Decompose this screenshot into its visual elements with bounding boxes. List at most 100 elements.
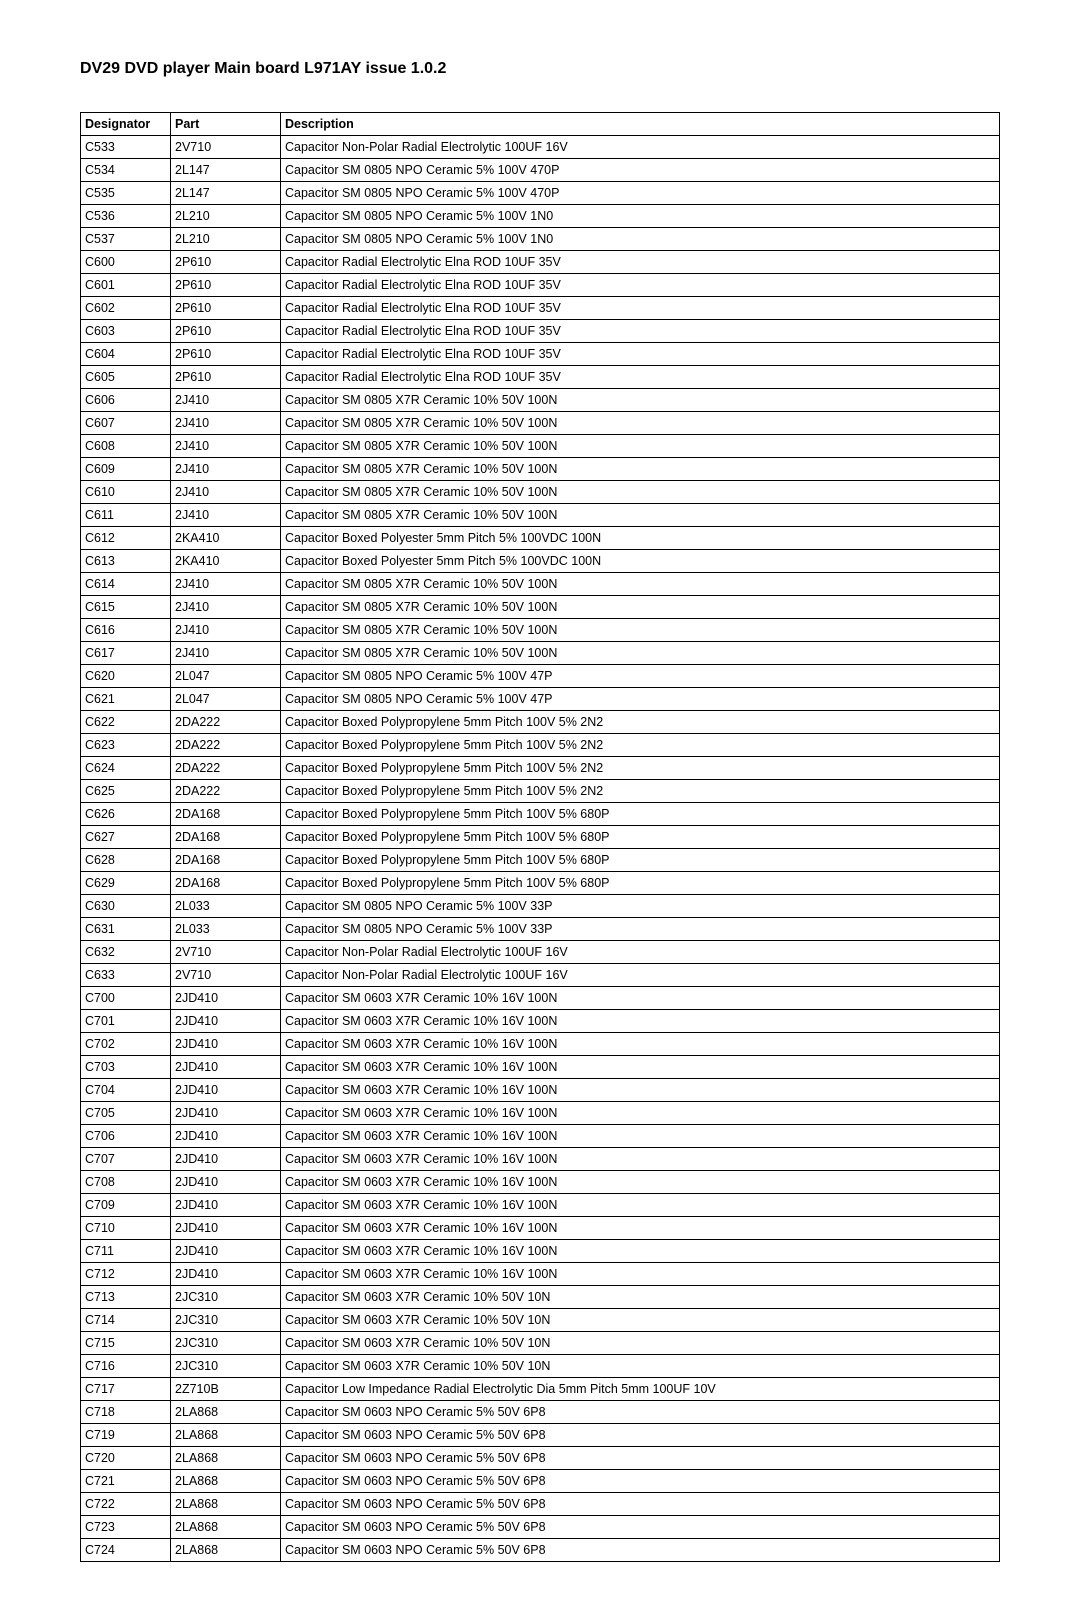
cell-description: Capacitor Radial Electrolytic Elna ROD 1…	[281, 366, 1000, 389]
table-row: C7222LA868Capacitor SM 0603 NPO Ceramic …	[81, 1493, 1000, 1516]
cell-designator: C710	[81, 1217, 171, 1240]
cell-part: 2P610	[171, 366, 281, 389]
cell-description: Capacitor SM 0805 NPO Ceramic 5% 100V 1N…	[281, 228, 1000, 251]
table-row: C6122KA410Capacitor Boxed Polyester 5mm …	[81, 527, 1000, 550]
table-row: C7232LA868Capacitor SM 0603 NPO Ceramic …	[81, 1516, 1000, 1539]
cell-description: Capacitor SM 0603 X7R Ceramic 10% 50V 10…	[281, 1286, 1000, 1309]
cell-designator: C705	[81, 1102, 171, 1125]
cell-designator: C626	[81, 803, 171, 826]
table-row: C6142J410Capacitor SM 0805 X7R Ceramic 1…	[81, 573, 1000, 596]
table-row: C6332V710Capacitor Non-Polar Radial Elec…	[81, 964, 1000, 987]
cell-part: 2L047	[171, 688, 281, 711]
cell-description: Capacitor SM 0805 X7R Ceramic 10% 50V 10…	[281, 481, 1000, 504]
cell-description: Capacitor SM 0805 X7R Ceramic 10% 50V 10…	[281, 458, 1000, 481]
cell-designator: C624	[81, 757, 171, 780]
cell-designator: C719	[81, 1424, 171, 1447]
cell-part: 2L033	[171, 918, 281, 941]
cell-part: 2JD410	[171, 1033, 281, 1056]
table-row: C5332V710Capacitor Non-Polar Radial Elec…	[81, 136, 1000, 159]
cell-part: 2JD410	[171, 987, 281, 1010]
cell-designator: C620	[81, 665, 171, 688]
cell-part: 2JD410	[171, 1240, 281, 1263]
cell-description: Capacitor SM 0805 NPO Ceramic 5% 100V 47…	[281, 182, 1000, 205]
cell-description: Capacitor SM 0603 NPO Ceramic 5% 50V 6P8	[281, 1539, 1000, 1562]
table-row: C7072JD410Capacitor SM 0603 X7R Ceramic …	[81, 1148, 1000, 1171]
cell-designator: C621	[81, 688, 171, 711]
cell-description: Capacitor SM 0603 X7R Ceramic 10% 16V 10…	[281, 1263, 1000, 1286]
cell-designator: C614	[81, 573, 171, 596]
cell-designator: C724	[81, 1539, 171, 1562]
cell-part: 2JC310	[171, 1355, 281, 1378]
cell-part: 2P610	[171, 320, 281, 343]
cell-description: Capacitor Non-Polar Radial Electrolytic …	[281, 964, 1000, 987]
cell-description: Capacitor SM 0603 X7R Ceramic 10% 16V 10…	[281, 1102, 1000, 1125]
cell-description: Capacitor Non-Polar Radial Electrolytic …	[281, 941, 1000, 964]
cell-description: Capacitor SM 0603 NPO Ceramic 5% 50V 6P8	[281, 1516, 1000, 1539]
table-row: C6232DA222Capacitor Boxed Polypropylene …	[81, 734, 1000, 757]
cell-part: 2JD410	[171, 1171, 281, 1194]
cell-designator: C706	[81, 1125, 171, 1148]
cell-part: 2DA222	[171, 711, 281, 734]
cell-part: 2JD410	[171, 1194, 281, 1217]
cell-part: 2L047	[171, 665, 281, 688]
cell-part: 2L147	[171, 182, 281, 205]
table-row: C6072J410Capacitor SM 0805 X7R Ceramic 1…	[81, 412, 1000, 435]
table-row: C6062J410Capacitor SM 0805 X7R Ceramic 1…	[81, 389, 1000, 412]
cell-part: 2J410	[171, 504, 281, 527]
cell-part: 2P610	[171, 251, 281, 274]
cell-description: Capacitor SM 0603 X7R Ceramic 10% 16V 10…	[281, 1056, 1000, 1079]
table-row: C7182LA868Capacitor SM 0603 NPO Ceramic …	[81, 1401, 1000, 1424]
cell-part: 2JD410	[171, 1079, 281, 1102]
cell-part: 2JD410	[171, 1148, 281, 1171]
cell-designator: C608	[81, 435, 171, 458]
cell-designator: C712	[81, 1263, 171, 1286]
cell-designator: C711	[81, 1240, 171, 1263]
col-header-description: Description	[281, 113, 1000, 136]
cell-designator: C600	[81, 251, 171, 274]
table-row: C6272DA168Capacitor Boxed Polypropylene …	[81, 826, 1000, 849]
table-row: C5372L210Capacitor SM 0805 NPO Ceramic 5…	[81, 228, 1000, 251]
cell-part: 2V710	[171, 136, 281, 159]
cell-description: Capacitor SM 0805 X7R Ceramic 10% 50V 10…	[281, 596, 1000, 619]
cell-description: Capacitor SM 0805 X7R Ceramic 10% 50V 10…	[281, 504, 1000, 527]
cell-part: 2J410	[171, 412, 281, 435]
col-header-designator: Designator	[81, 113, 171, 136]
table-row: C7032JD410Capacitor SM 0603 X7R Ceramic …	[81, 1056, 1000, 1079]
cell-description: Capacitor SM 0603 X7R Ceramic 10% 50V 10…	[281, 1332, 1000, 1355]
cell-part: 2J410	[171, 596, 281, 619]
cell-part: 2DA222	[171, 757, 281, 780]
cell-description: Capacitor Boxed Polypropylene 5mm Pitch …	[281, 872, 1000, 895]
table-row: C6092J410Capacitor SM 0805 X7R Ceramic 1…	[81, 458, 1000, 481]
cell-description: Capacitor Boxed Polyester 5mm Pitch 5% 1…	[281, 550, 1000, 573]
cell-description: Capacitor Non-Polar Radial Electrolytic …	[281, 136, 1000, 159]
cell-description: Capacitor SM 0603 NPO Ceramic 5% 50V 6P8	[281, 1470, 1000, 1493]
bom-table: Designator Part Description C5332V710Cap…	[80, 112, 1000, 1562]
cell-designator: C609	[81, 458, 171, 481]
cell-part: 2P610	[171, 274, 281, 297]
table-row: C6252DA222Capacitor Boxed Polypropylene …	[81, 780, 1000, 803]
table-row: C7042JD410Capacitor SM 0603 X7R Ceramic …	[81, 1079, 1000, 1102]
col-header-part: Part	[171, 113, 281, 136]
cell-part: 2V710	[171, 941, 281, 964]
cell-description: Capacitor SM 0603 NPO Ceramic 5% 50V 6P8	[281, 1424, 1000, 1447]
table-row: C5362L210Capacitor SM 0805 NPO Ceramic 5…	[81, 205, 1000, 228]
cell-designator: C631	[81, 918, 171, 941]
cell-part: 2LA868	[171, 1447, 281, 1470]
cell-designator: C625	[81, 780, 171, 803]
cell-description: Capacitor SM 0603 X7R Ceramic 10% 50V 10…	[281, 1309, 1000, 1332]
cell-designator: C602	[81, 297, 171, 320]
cell-part: 2P610	[171, 343, 281, 366]
cell-description: Capacitor SM 0805 X7R Ceramic 10% 50V 10…	[281, 389, 1000, 412]
cell-description: Capacitor Boxed Polypropylene 5mm Pitch …	[281, 757, 1000, 780]
cell-part: 2DA168	[171, 872, 281, 895]
cell-designator: C533	[81, 136, 171, 159]
table-row: C6202L047Capacitor SM 0805 NPO Ceramic 5…	[81, 665, 1000, 688]
cell-description: Capacitor SM 0805 NPO Ceramic 5% 100V 47…	[281, 665, 1000, 688]
table-row: C7192LA868Capacitor SM 0603 NPO Ceramic …	[81, 1424, 1000, 1447]
table-row: C7022JD410Capacitor SM 0603 X7R Ceramic …	[81, 1033, 1000, 1056]
table-row: C7062JD410Capacitor SM 0603 X7R Ceramic …	[81, 1125, 1000, 1148]
table-row: C7122JD410Capacitor SM 0603 X7R Ceramic …	[81, 1263, 1000, 1286]
cell-designator: C611	[81, 504, 171, 527]
cell-part: 2JD410	[171, 1263, 281, 1286]
table-row: C6082J410Capacitor SM 0805 X7R Ceramic 1…	[81, 435, 1000, 458]
